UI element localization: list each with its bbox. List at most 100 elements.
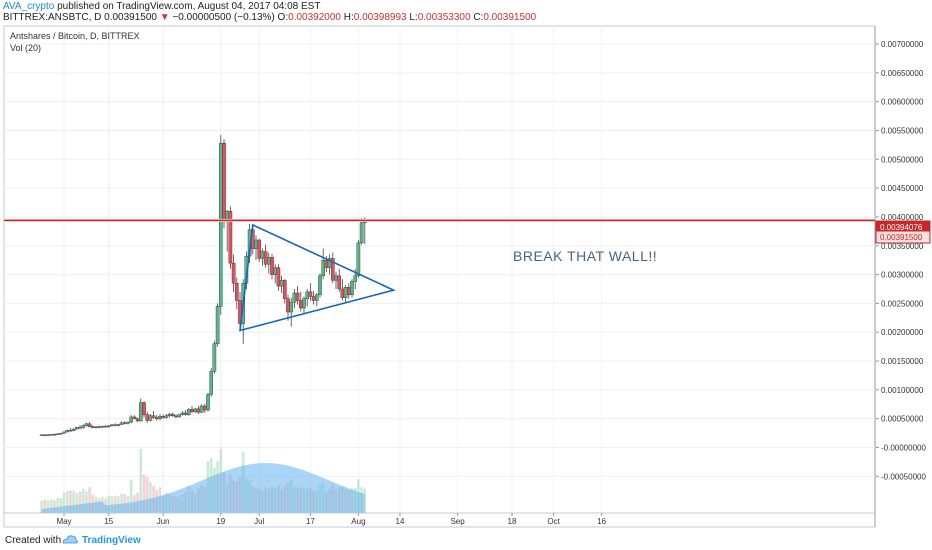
volume-bar [110,496,114,513]
candle-body [74,427,79,430]
volume-bar [53,499,56,513]
candle-body [234,283,239,301]
candle-body [257,239,262,259]
candle-body [90,426,95,428]
candle [321,248,326,280]
price-change: −0.00000500 (−0.13%) [172,12,275,23]
candle-body [94,426,98,428]
price-tick-label: 0.00100000 [881,386,924,395]
candle-body [321,259,326,276]
candle-body [215,306,220,344]
publish-line: AVA_crypto published on TradingView.com,… [3,1,320,12]
time-axis[interactable]: May 15 Jun 19 Jul 17 Aug 14 Sep 18 Oct 16 [4,512,875,526]
time-tick-label: Oct [547,517,560,526]
candle [126,421,130,425]
candle [276,264,281,291]
price-tick-label: 0.00600000 [881,98,924,107]
candle-body [154,417,159,419]
candle-body [78,427,82,429]
candle-body [254,239,258,249]
candle [218,135,223,315]
candle-body [212,343,217,372]
candle-body [289,302,294,313]
time-tick-label: Sep [450,517,465,526]
candle [283,279,287,304]
price-tick-label: 0.00200000 [881,328,924,337]
candle-body [132,416,137,419]
tradingview-brand[interactable]: TradingView [82,535,141,546]
publish-info: published on TradingView.com, August 04,… [57,1,321,12]
candle-body [174,415,178,418]
footer: Created with TradingView [0,530,932,550]
candle-body [113,424,117,426]
candle [186,408,191,416]
candle-body [164,415,169,418]
candle-body [267,257,271,265]
candle [337,268,342,292]
candle [59,432,63,435]
volume-bar [40,500,43,513]
candle [142,401,146,418]
plot-area[interactable] [3,25,876,528]
candle [206,392,210,412]
price-chart[interactable]: 0.00700000 0.00650000 0.00600000 0.00550000… [0,24,932,530]
candle-body [106,425,111,428]
price-axis[interactable]: 0.00700000 0.00650000 0.00600000 0.00550000… [875,40,931,481]
candle-body [206,394,210,411]
candle-body [273,267,278,275]
candle-body [286,298,290,313]
chart-frame[interactable]: 0.00700000 0.00650000 0.00600000 0.00550000… [0,24,932,530]
candle [87,422,92,428]
high-label: H: [343,12,354,23]
candle-body [359,222,364,244]
candle-body [196,408,201,413]
candle-body [353,275,358,282]
candle [257,238,262,262]
candle [270,253,274,280]
candle [228,206,233,269]
time-tick-label: 17 [306,517,315,526]
volume-pane [40,449,367,513]
grid [4,26,875,513]
candle [318,273,322,298]
volume-bar [56,497,59,513]
candle-body [129,416,134,423]
legend-volume: Vol (20) [10,43,41,53]
candle [170,412,175,417]
volume-bar [43,499,47,513]
candle-body [292,292,297,303]
candle-body [158,416,162,419]
candle-body [71,428,76,431]
candle [164,414,169,419]
candle [315,293,319,307]
resistance-price-label-text: 0.00394076 [880,223,923,232]
candles [39,135,367,437]
volume-bar [69,490,72,513]
volume-bar [149,482,152,513]
candle [234,277,239,310]
candle-body [295,292,300,301]
candle [177,414,182,418]
candle-body [167,413,172,416]
legend-title: Antshares / Bitcoin, D, BITTREX [10,31,140,41]
candle-body [145,414,150,421]
candle-body [343,287,348,298]
candle [71,428,76,432]
candle [231,254,236,292]
candle-body [110,424,114,427]
price-tick-label: 0.00450000 [881,184,924,193]
candle-body [59,433,63,435]
candle-body [177,414,182,418]
volume-bar [107,495,111,513]
time-tick-label: Jun [157,517,170,526]
price-tick-label: 0.00550000 [881,126,924,135]
author-link[interactable]: AVA_crypto [3,1,55,12]
candle-body [276,267,281,287]
candle-body [46,434,50,436]
price-tick-label: 0.00350000 [881,242,924,251]
candle-body [324,259,329,268]
triangle-pattern [239,223,396,332]
candle [106,425,111,428]
time-tick-label: 18 [508,517,517,526]
candle-body [302,298,306,309]
